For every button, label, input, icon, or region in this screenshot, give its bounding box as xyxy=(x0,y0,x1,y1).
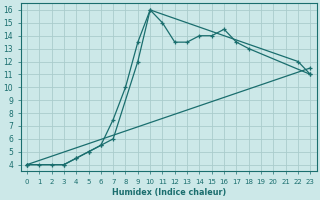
X-axis label: Humidex (Indice chaleur): Humidex (Indice chaleur) xyxy=(111,188,226,197)
